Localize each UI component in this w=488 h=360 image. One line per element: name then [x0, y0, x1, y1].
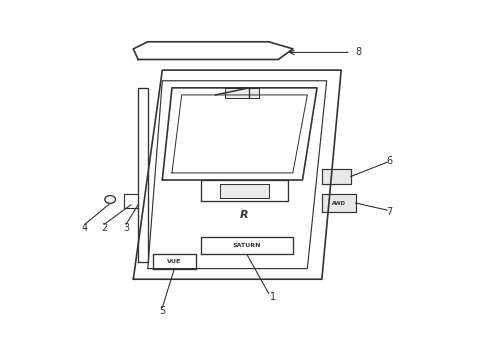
Text: 5: 5	[159, 306, 165, 316]
Polygon shape	[224, 88, 259, 99]
Text: AWD: AWD	[331, 201, 345, 206]
Text: 8: 8	[354, 48, 361, 57]
Polygon shape	[321, 169, 350, 184]
Text: 2: 2	[101, 223, 107, 233]
Text: VUE: VUE	[167, 259, 181, 264]
Text: 3: 3	[123, 223, 129, 233]
Polygon shape	[321, 194, 355, 212]
Text: R: R	[240, 211, 248, 220]
Text: 4: 4	[81, 223, 88, 233]
Polygon shape	[220, 184, 268, 198]
Text: 6: 6	[386, 156, 392, 166]
Text: 7: 7	[386, 207, 392, 217]
Text: 1: 1	[270, 292, 276, 302]
Text: SATURN: SATURN	[232, 243, 261, 248]
